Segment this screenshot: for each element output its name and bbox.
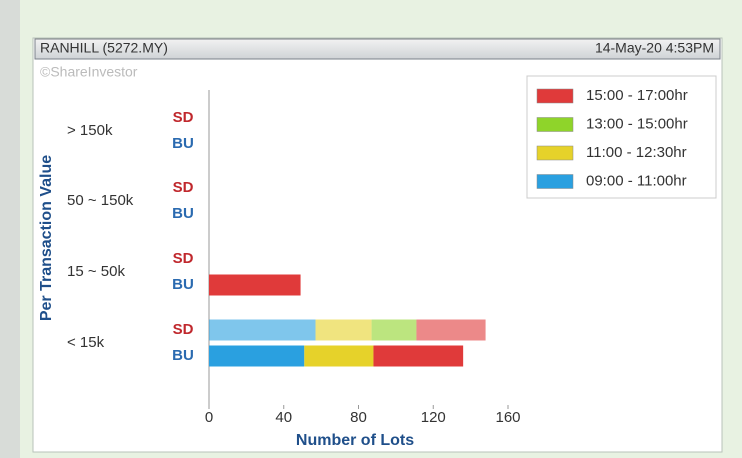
- side-label: SD: [173, 321, 194, 338]
- legend-swatch: [536, 145, 574, 161]
- category-label: 15 ~ 50k: [67, 263, 125, 280]
- bar-segment: [209, 274, 301, 296]
- bar-segment: [315, 319, 372, 341]
- side-label: BU: [172, 347, 194, 364]
- side-label: SD: [173, 179, 194, 196]
- legend-swatch: [536, 88, 574, 104]
- category-label: 50 ~ 150k: [67, 192, 134, 209]
- legend-label: 15:00 - 17:00hr: [586, 87, 688, 104]
- side-label: BU: [172, 135, 194, 152]
- legend-swatch: [536, 117, 574, 132]
- header-bar: [34, 38, 721, 60]
- x-tick-label: 160: [495, 409, 520, 426]
- side-label: SD: [173, 250, 194, 267]
- category-label: > 150k: [67, 122, 113, 139]
- watermark: ©ShareInvestor: [40, 64, 138, 80]
- legend-label: 09:00 - 11:00hr: [586, 172, 687, 189]
- bar-segment: [209, 319, 316, 341]
- x-tick-label: 40: [275, 409, 292, 426]
- left-strip: [0, 0, 20, 458]
- x-tick-label: 120: [421, 409, 446, 426]
- header-title: RANHILL (5272.MY): [40, 40, 168, 56]
- bar-segment: [373, 345, 464, 367]
- x-axis-label: Number of Lots: [296, 432, 414, 449]
- header-date: 14-May-20 4:53PM: [595, 40, 714, 56]
- legend-swatch: [536, 174, 574, 189]
- legend-label: 13:00 - 15:00hr: [586, 115, 688, 132]
- bar-segment: [209, 345, 305, 367]
- x-tick-label: 80: [350, 409, 367, 426]
- side-label: BU: [172, 205, 194, 222]
- x-tick-label: 0: [205, 409, 213, 426]
- category-label: < 15k: [67, 334, 105, 351]
- y-axis-label: Per Transaction Value: [38, 155, 55, 321]
- legend-label: 11:00 - 12:30hr: [586, 144, 687, 161]
- bar-segment: [371, 319, 417, 341]
- side-label: SD: [173, 109, 194, 126]
- side-label: BU: [172, 276, 194, 293]
- bar-segment: [304, 345, 374, 367]
- bar-segment: [416, 319, 486, 341]
